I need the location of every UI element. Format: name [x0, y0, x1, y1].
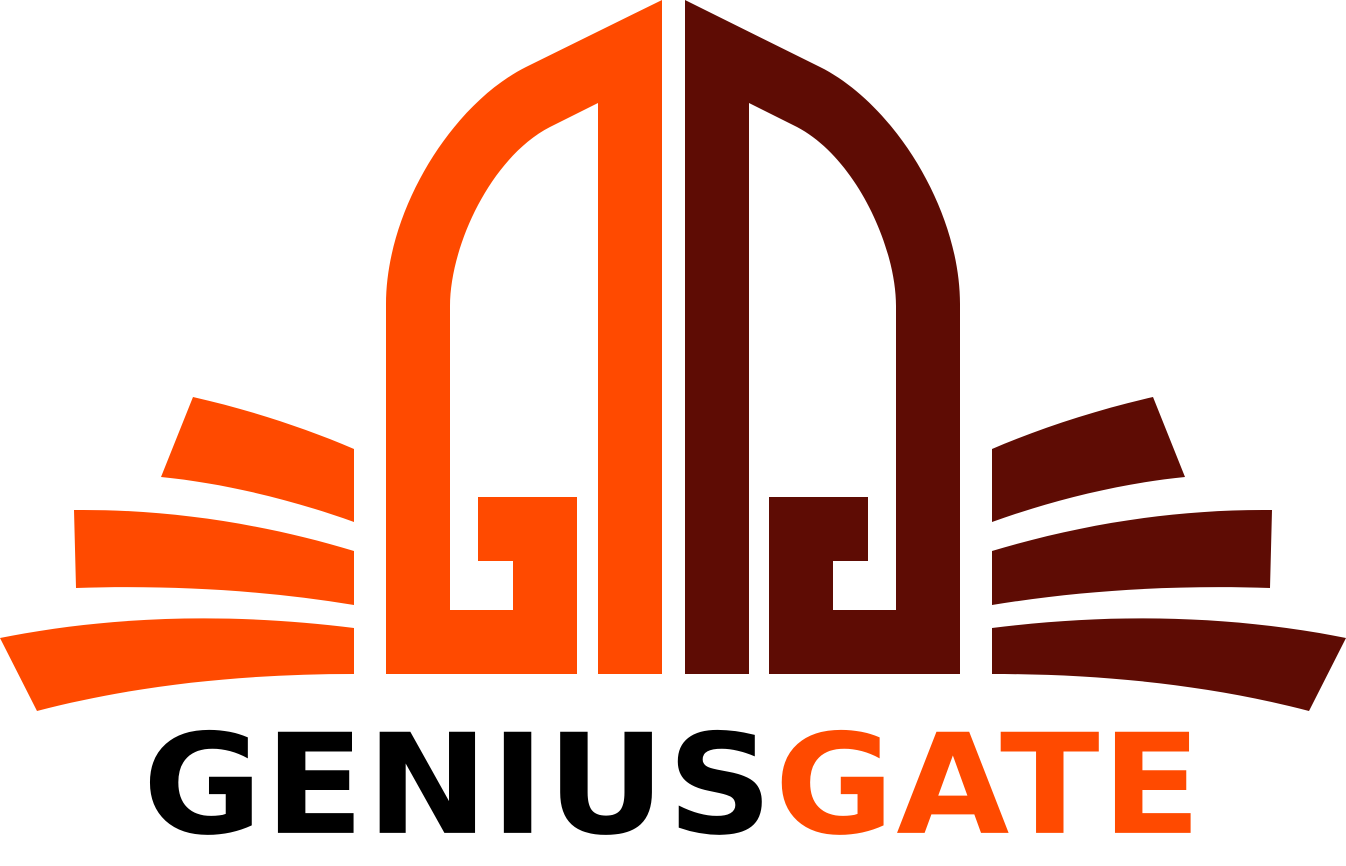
right-wing-icon — [992, 397, 1346, 711]
gate-left-icon — [386, 0, 662, 674]
left-wing-icon — [0, 397, 354, 711]
brand-name-part1: GENIUS — [142, 704, 775, 866]
gate-right-icon — [685, 0, 960, 674]
brand-wordmark: GENIUS GATE — [0, 716, 1346, 855]
brand-name-part2: GATE — [774, 704, 1204, 866]
